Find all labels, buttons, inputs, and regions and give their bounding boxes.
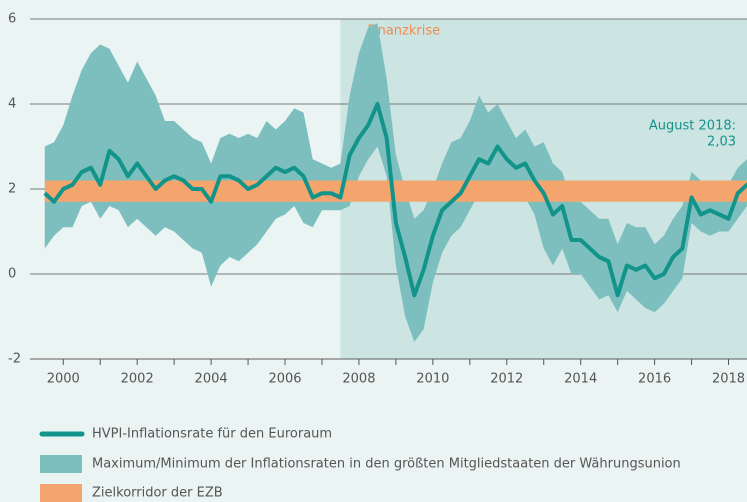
x-tick-label: 2014 — [564, 372, 597, 387]
y-tick-label: 4 — [8, 97, 16, 112]
y-tick-label: 6 — [8, 12, 16, 27]
x-tick-label: 2008 — [342, 372, 375, 387]
legend-label: HVPI-Inflationsrate für den Euroraum — [92, 427, 332, 442]
y-tick-label: -2 — [8, 352, 21, 367]
x-tick-label: 2018 — [712, 372, 745, 387]
legend-swatch — [40, 484, 82, 502]
target-corridor — [44, 180, 747, 202]
x-tick-label: 2000 — [47, 372, 80, 387]
y-tick-label: 0 — [8, 267, 16, 282]
series-line — [43, 102, 747, 298]
legend-label: Zielkorridor der EZB — [92, 486, 223, 501]
crisis-label: Finanzkrise — [367, 24, 440, 39]
legend-label: Maximum/Minimum der Inflationsraten in d… — [92, 457, 681, 472]
x-tick-label: 2004 — [195, 372, 228, 387]
y-tick-label: 2 — [8, 182, 16, 197]
x-tick-label: 2012 — [490, 372, 523, 387]
legend-swatch — [40, 455, 82, 473]
x-tick-label: 2010 — [416, 372, 449, 387]
x-tick-label: 2016 — [638, 372, 671, 387]
annotation: 2,03 — [707, 135, 736, 150]
x-tick-label: 2006 — [268, 372, 301, 387]
x-tick-label: 2002 — [121, 372, 154, 387]
annotation: August 2018: — [649, 119, 736, 134]
